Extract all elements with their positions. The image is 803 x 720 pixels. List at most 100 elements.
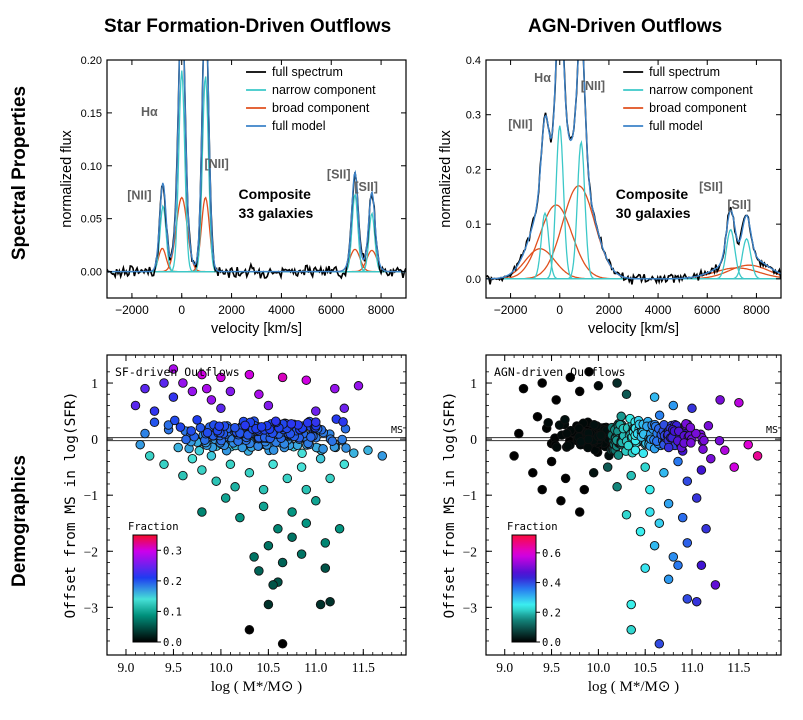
x-axis-label: log ( M*/M⊙ ) [588,679,679,695]
scatter-point [186,426,196,436]
scatter-point [301,518,312,528]
scatter-point [635,526,646,537]
scatter-point [341,443,351,453]
full-spectrum-line [107,60,406,280]
legend-label: full spectrum [649,65,720,79]
y-tick-label: 0.0 [466,274,481,286]
scatter-point [574,423,584,434]
x-tick-label: 4000 [645,303,672,317]
scatter-point [377,451,388,461]
y-tick-label: −1 [463,488,477,503]
scatter-point [654,518,665,528]
y-axis-label: normalized flux [59,129,75,227]
y-tick-label: 1 [470,376,477,391]
scatter-point [244,468,255,478]
colorbar: Fraction 0.0 0.2 0.4 0.6 [507,521,561,649]
y-tick-label: 0.00 [81,267,102,279]
scatter-point [710,580,721,590]
y-tick-label: 0.10 [81,161,102,173]
scatter-point [696,560,707,571]
scatter-point [325,473,335,484]
scatter-point [537,484,547,495]
scatter-point [543,417,553,428]
scatter-point [514,428,524,439]
full-spectrum-line [486,60,781,285]
scatter-point [173,442,183,453]
scatter-point [197,507,207,517]
scatter-point [235,512,245,523]
y-tick-label: −3 [463,600,478,615]
scatter-point [263,599,274,610]
scatter-point [649,392,660,402]
emission-line-label: [SII] [354,180,378,194]
scatter-point [311,417,321,427]
scatter-point [654,410,665,421]
scatter-point [206,451,217,461]
scatter-point [296,549,307,559]
scatter-point [556,496,566,506]
scatter-point [338,417,348,427]
scatter-point [668,400,679,411]
scatter-point [230,422,240,433]
emission-line-label: [NII] [508,117,532,131]
scatter-point [315,599,326,610]
emission-line-label: [NII] [204,157,228,171]
scatter-point [202,427,213,438]
scatter-point [640,563,650,573]
scatter-point [551,395,561,405]
x-tick-label: 10.5 [633,660,657,675]
x-axis-label: velocity [km/s] [588,321,679,337]
agn_demographics-group: 9.0 9.5 10.0 10.5 11.0 11.5 −3 −2 −1 0 1 log ( M*/M… [442,354,782,695]
scatter-point [682,538,693,548]
scatter-point [703,421,714,431]
legend-label: full model [272,119,326,133]
scatter-point [130,400,141,411]
scatter-point [537,378,547,388]
scatter-point [170,415,180,426]
x-axis-label: log ( M*/M⊙ ) [211,679,302,695]
scatter-point [244,369,255,380]
scatter-point [715,395,725,405]
x-tick-label: 0 [556,303,563,317]
scatter-frame [106,354,407,656]
x-tick-label: 8000 [743,303,770,317]
scatter-point [220,493,231,503]
scatter-point [277,372,288,383]
scatter-point [686,438,696,448]
scatter-point [216,403,226,414]
scatter-point [315,453,326,464]
emission-line-label: [SII] [327,167,351,181]
legend-label: narrow component [272,83,376,97]
scatter-point [197,369,207,380]
scatter-point [574,386,585,397]
scatter-point [518,383,529,394]
colorbar-label: Fraction [507,521,558,533]
legend-label: narrow component [649,83,753,97]
colorbar-tick-label: 0.0 [163,637,182,649]
scatter-point [663,442,674,453]
scatter-point [195,422,206,433]
x-tick-label: 11.5 [352,660,375,675]
y-tick-label: −3 [84,600,99,615]
x-tick-label: 8000 [368,303,395,317]
scatter-point [621,510,632,520]
scatter-point [729,462,739,472]
left-column-title: Star Formation-Driven Outflows [104,16,392,37]
row-label-demographics: Demographics [9,455,30,587]
scatter-point [287,507,297,517]
scatter-point [178,470,188,481]
scatter-point [682,476,693,486]
colorbar-tick-label: 0.2 [163,576,182,588]
x-tick-label: 9.0 [496,660,513,675]
scatter-point [187,453,198,464]
legend-label: full model [649,119,703,133]
scatter-point [216,372,226,383]
composite-annotation: Composite [239,186,312,202]
scatter-point [562,441,573,451]
colorbar-tick-label: 0.0 [542,637,561,649]
right-column-title: AGN-Driven Outflows [528,16,723,37]
scatter-point [254,389,264,400]
plot-area [107,364,406,649]
panel-title: SF-driven Outflows [115,365,240,379]
ms-label: MS [766,425,778,436]
